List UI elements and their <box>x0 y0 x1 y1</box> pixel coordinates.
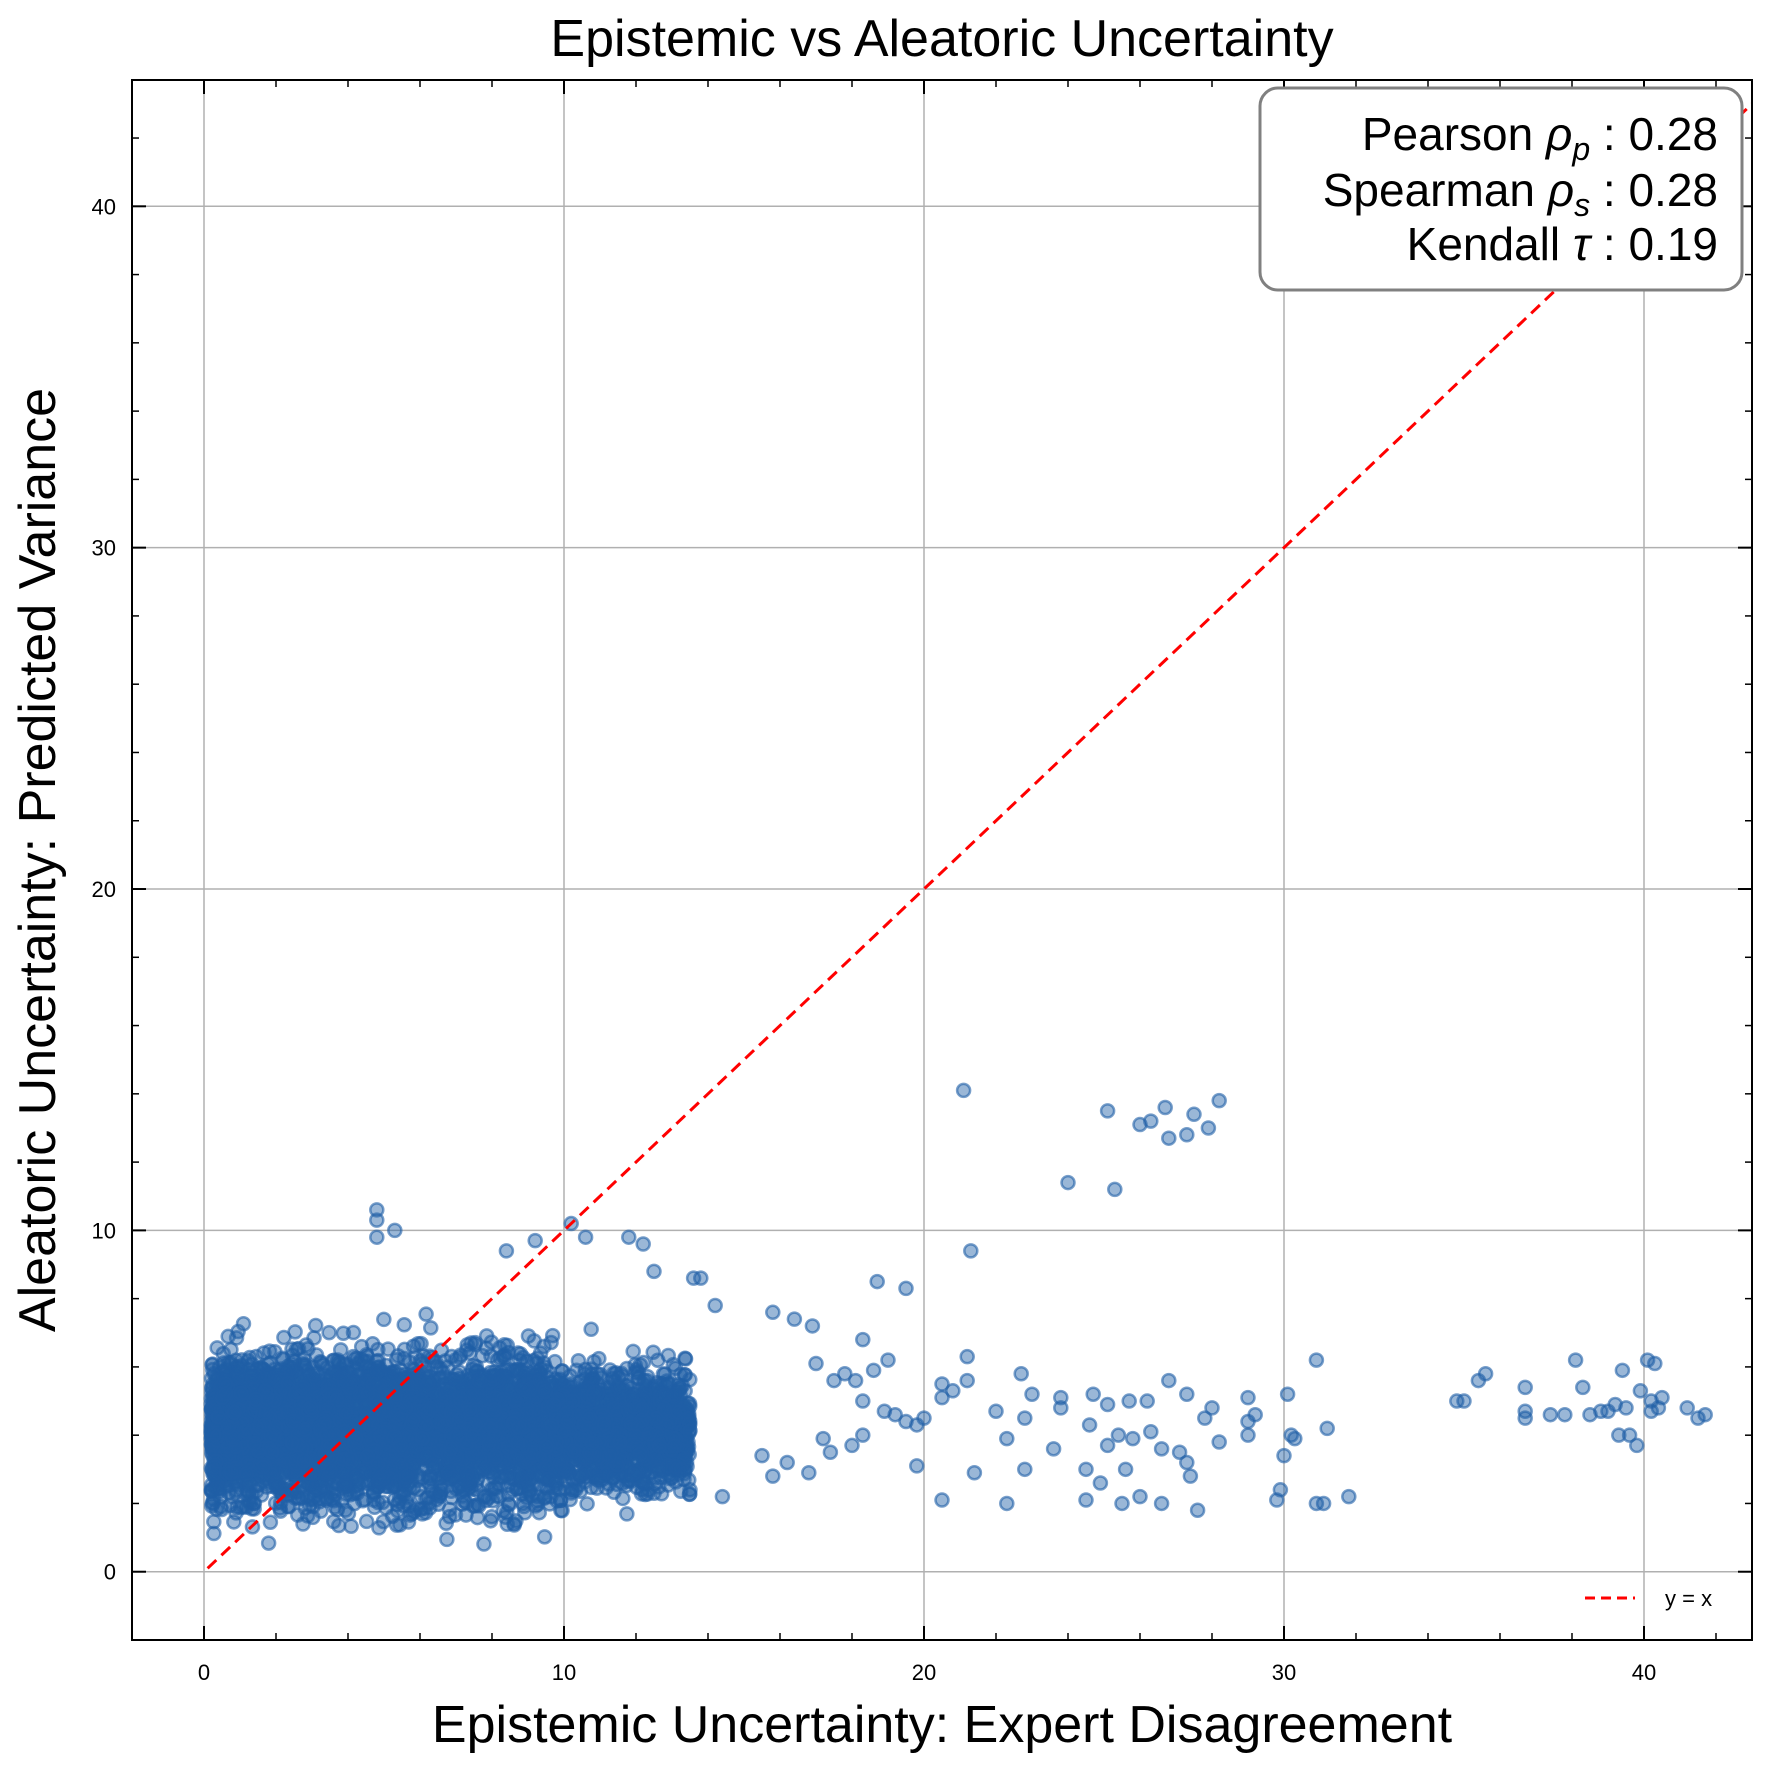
cluster-point <box>572 1483 589 1499</box>
cluster-point <box>418 1306 434 1322</box>
cluster-point <box>331 1517 347 1534</box>
cluster-point <box>449 1366 465 1383</box>
cluster-point <box>483 1509 500 1525</box>
cluster-point <box>381 1447 398 1464</box>
cluster-point <box>489 1352 506 1368</box>
cluster-point <box>508 1513 524 1529</box>
cluster-point <box>625 1343 641 1360</box>
cluster-point <box>203 1370 220 1387</box>
cluster-point <box>544 1327 561 1344</box>
cluster-point <box>321 1324 337 1341</box>
cluster-point <box>287 1324 303 1340</box>
scatter-points <box>203 1082 1713 1552</box>
cluster-point <box>433 1342 450 1359</box>
cluster-point <box>376 1311 392 1328</box>
cluster-point <box>228 1359 245 1376</box>
cluster-point <box>396 1317 413 1333</box>
cluster-point <box>628 1428 644 1445</box>
cluster-point <box>262 1355 278 1371</box>
cluster-point <box>343 1518 359 1535</box>
cluster-point <box>612 1434 628 1450</box>
cluster-point <box>262 1514 279 1530</box>
cluster-point <box>375 1513 392 1530</box>
cluster-point <box>358 1513 375 1530</box>
cluster-point <box>205 1495 221 1511</box>
cluster-point <box>520 1328 537 1344</box>
cluster-point <box>341 1379 358 1396</box>
cluster-point <box>329 1392 345 1408</box>
cluster-point <box>483 1334 500 1350</box>
cluster-point <box>420 1375 436 1392</box>
cluster-point <box>228 1330 245 1346</box>
cluster-point <box>651 1438 668 1454</box>
cluster-point <box>536 1529 553 1545</box>
cluster-point <box>337 1502 354 1518</box>
cluster-point <box>349 1362 365 1378</box>
cluster-point <box>284 1341 300 1357</box>
cluster-point <box>386 1477 402 1493</box>
cluster-point <box>606 1365 622 1382</box>
cluster-point <box>408 1349 424 1366</box>
cluster-point <box>458 1494 474 1511</box>
cluster-point <box>295 1355 312 1372</box>
cluster-point <box>398 1493 415 1510</box>
cluster-point <box>579 1496 595 1512</box>
cluster-point <box>677 1351 694 1367</box>
cluster-point <box>606 1469 622 1486</box>
cluster-point <box>496 1337 513 1353</box>
cluster-point <box>650 1352 666 1368</box>
cluster-point <box>439 1531 455 1548</box>
cluster-point <box>246 1495 263 1512</box>
cluster-point <box>260 1535 277 1551</box>
cluster-point <box>338 1403 354 1420</box>
cluster-point <box>583 1321 599 1337</box>
cluster-point <box>272 1503 289 1519</box>
cluster-point <box>306 1367 322 1383</box>
cluster-point <box>228 1505 244 1521</box>
cluster-point <box>564 1393 581 1409</box>
cluster-point <box>423 1320 439 1336</box>
cluster-point <box>615 1490 631 1507</box>
cluster-point <box>206 1525 222 1542</box>
cluster-point <box>512 1346 529 1362</box>
cluster-point <box>540 1471 557 1487</box>
cluster-point <box>297 1421 313 1438</box>
cluster-point <box>619 1506 635 1522</box>
cluster-point <box>392 1517 408 1533</box>
cluster-point <box>307 1317 324 1334</box>
cluster-point <box>512 1468 529 1485</box>
cluster-point <box>476 1536 492 1552</box>
cluster-point <box>235 1315 252 1332</box>
cluster-point <box>335 1325 352 1342</box>
chart-title: Epistemic vs Aleatoric Uncertainty <box>550 10 1333 68</box>
cluster-point <box>632 1446 648 1463</box>
cluster-point <box>432 1482 448 1499</box>
cluster-point <box>438 1515 454 1532</box>
cluster-point <box>570 1353 587 1369</box>
cluster-point <box>295 1379 311 1395</box>
cluster-point <box>437 1402 453 1419</box>
cluster-point <box>366 1499 383 1516</box>
cluster-point <box>630 1364 647 1381</box>
